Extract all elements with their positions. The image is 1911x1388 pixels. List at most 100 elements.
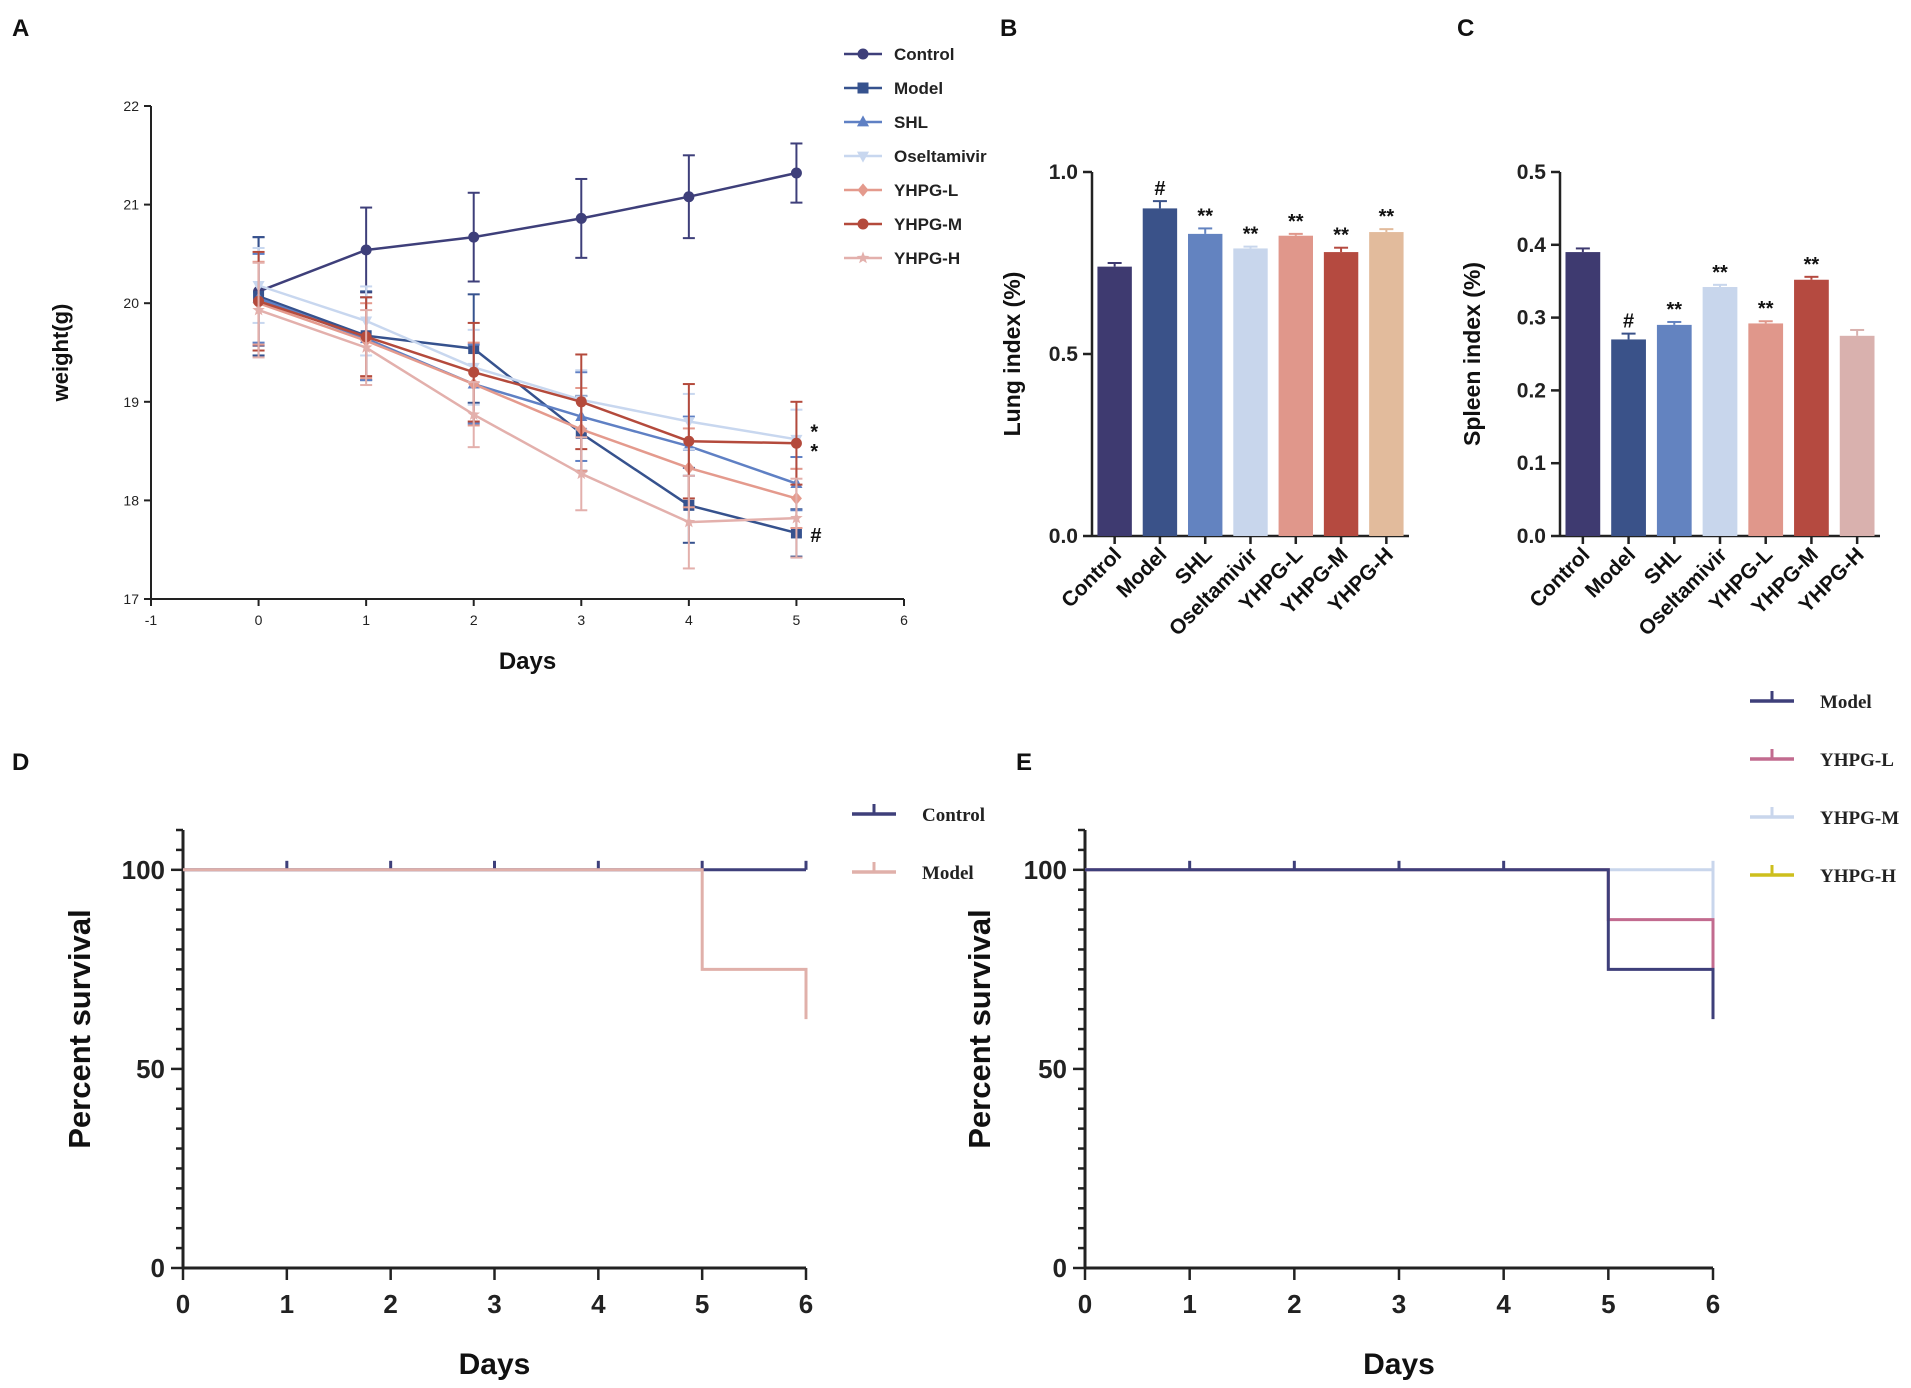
x-tick-label: 0 xyxy=(176,1289,190,1319)
series-model xyxy=(183,868,808,1020)
y-tick-label: 50 xyxy=(1038,1054,1067,1084)
series-yhpg-l xyxy=(1085,868,1715,970)
bar xyxy=(1142,208,1178,536)
legend: Control Model SHL Oseltamivir YHPG-L YHPG-M YH… xyxy=(844,45,987,268)
x-tick-label: 1 xyxy=(1182,1289,1196,1319)
x-tick-label: 3 xyxy=(487,1289,501,1319)
y-tick-label: 17 xyxy=(123,591,139,607)
legend-swatch-marker xyxy=(857,82,869,94)
legend-item-yhpg-l: YHPG-L xyxy=(844,181,958,200)
panel-letter: E xyxy=(1016,749,1032,776)
legend-swatch-marker xyxy=(856,251,870,264)
y-tick-label: 100 xyxy=(1024,855,1067,885)
bar-group-shl: **SHL xyxy=(1640,299,1692,589)
data-point xyxy=(683,435,695,447)
y-tick-label: 19 xyxy=(123,394,139,410)
data-point xyxy=(467,408,480,420)
panel-d-survival-chart: D 0 50 100 0 1 2 3 4 5 6 Days Percent survival Contro… xyxy=(12,749,985,1381)
bar-group-shl: **SHL xyxy=(1171,205,1223,589)
series-control xyxy=(252,142,803,347)
x-tick-label: 6 xyxy=(799,1289,813,1319)
panel-letter: B xyxy=(1000,15,1017,42)
y-tick-label: 0.0 xyxy=(1517,525,1546,548)
y-tick-label: 0.5 xyxy=(1049,343,1079,366)
bar xyxy=(1794,279,1829,536)
legend-swatch-marker xyxy=(857,48,869,60)
x-axis-label: Days xyxy=(1363,1348,1435,1381)
x-tick-label: 6 xyxy=(900,612,908,628)
significance-label: # xyxy=(1154,178,1165,200)
x-tick-label: 4 xyxy=(1496,1289,1511,1319)
data-point xyxy=(252,303,265,316)
bar xyxy=(1323,252,1359,536)
x-tick-label: 2 xyxy=(1287,1289,1301,1319)
y-axis-label: weight(g) xyxy=(48,304,73,403)
legend: Control Model xyxy=(852,804,985,884)
legend-label: Model xyxy=(922,863,974,884)
x-tick-label: 3 xyxy=(577,612,585,628)
x-tick-label: 6 xyxy=(1706,1289,1720,1319)
significance-label: * xyxy=(810,421,818,443)
significance-label: * xyxy=(810,441,818,463)
bar xyxy=(1565,252,1601,536)
data-point xyxy=(575,467,588,480)
legend-label: YHPG-L xyxy=(894,181,958,200)
y-tick-label: 0.0 xyxy=(1049,525,1078,548)
x-axis-label: Days xyxy=(459,1348,531,1381)
legend-label: Control xyxy=(894,45,954,64)
bar xyxy=(1369,232,1404,536)
legend-item-model: Model xyxy=(844,79,943,98)
series-line xyxy=(258,295,797,535)
bar xyxy=(1233,248,1268,536)
panel-letter: C xyxy=(1457,15,1474,42)
legend-label: YHPG-L xyxy=(1820,750,1894,771)
series-line xyxy=(258,300,797,445)
bar xyxy=(1188,233,1223,536)
significance-label: ** xyxy=(1333,225,1349,247)
axes: 0 50 100 0 1 2 3 4 5 6 Days Percent survival xyxy=(62,828,813,1381)
axes: 0 50 100 0 1 2 3 4 5 6 Days Percent survival xyxy=(962,828,1720,1381)
y-tick-label: 21 xyxy=(123,197,139,213)
bar xyxy=(1748,323,1784,536)
y-tick-label: 0.4 xyxy=(1517,234,1547,257)
legend-item-yhpg-h: YHPG-H xyxy=(1750,865,1896,887)
series-yhpg-m xyxy=(252,250,803,500)
series-line xyxy=(258,308,797,524)
panel-e-survival-chart: E 0 50 100 0 1 2 3 4 5 6 Days Percent survival Model Y… xyxy=(962,691,1899,1381)
legend-swatch-marker xyxy=(857,183,869,197)
bar xyxy=(1656,324,1692,536)
y-tick-label: 0.5 xyxy=(1517,161,1547,184)
x-tick-label: 2 xyxy=(470,612,478,628)
survival-line xyxy=(183,868,808,1020)
y-tick-label: 0.1 xyxy=(1517,452,1547,475)
x-tick-label: 1 xyxy=(362,612,370,628)
x-tick-label: 5 xyxy=(793,612,801,628)
data-point xyxy=(790,167,802,179)
data-point xyxy=(683,191,695,203)
legend-item-control: Control xyxy=(852,804,985,826)
y-tick-label: 22 xyxy=(123,98,139,114)
legend-label: YHPG-H xyxy=(894,249,960,268)
y-tick-label: 0 xyxy=(151,1253,165,1283)
series-line xyxy=(258,302,797,500)
x-tick-label: 0 xyxy=(1078,1289,1092,1319)
legend-swatch-marker xyxy=(856,115,870,127)
bar-group-control: Control xyxy=(1525,247,1601,612)
series-yhpg-h xyxy=(252,261,803,570)
x-tick-label: 4 xyxy=(591,1289,606,1319)
significance-label: ** xyxy=(1712,262,1728,284)
data-point xyxy=(468,231,480,243)
significance-label: ** xyxy=(1197,205,1213,227)
significance-label: ** xyxy=(1243,224,1259,246)
bar xyxy=(1839,335,1875,536)
legend-item-model: Model xyxy=(852,862,974,884)
y-axis-label: Percent survival xyxy=(962,909,997,1149)
x-tick-label: Control xyxy=(1057,543,1126,612)
bar xyxy=(1702,287,1738,536)
bar xyxy=(1278,235,1313,536)
survival-line xyxy=(1085,868,1715,970)
significance-label: # xyxy=(1623,311,1634,333)
data-point xyxy=(790,511,803,524)
x-tick-label: Model xyxy=(1581,543,1640,602)
